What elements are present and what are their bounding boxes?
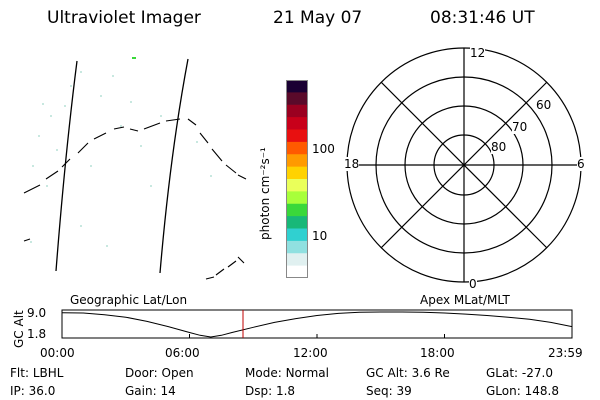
polar-plot <box>346 47 582 283</box>
orbit-ytick-bottom: 1.8 <box>27 327 47 341</box>
colorbar <box>286 80 308 278</box>
colorbar-tick-10: 10 <box>312 229 328 243</box>
orbit-xtick-1800: 18:00 <box>420 346 455 360</box>
geographic-label: Geographic Lat/Lon <box>70 293 188 307</box>
status-glon: GLon: 148.8 <box>486 384 559 398</box>
status-door: Door: Open <box>125 366 194 380</box>
status-glat: GLat: -27.0 <box>486 366 553 380</box>
orbit-xtick-0600: 06:00 <box>165 346 200 360</box>
status-mode: Mode: Normal <box>245 366 329 380</box>
orbit-altitude-line <box>61 311 573 338</box>
mlt-label-18: 18 <box>344 157 360 171</box>
mlt-label-6: 6 <box>577 157 585 171</box>
status-flt: Flt: LBHL <box>10 366 64 380</box>
mlat-label-80: 80 <box>491 140 507 154</box>
colorbar-band <box>286 253 308 267</box>
status-ip: IP: 36.0 <box>10 384 56 398</box>
status-gc-alt: GC Alt: 3.6 Re <box>366 366 450 380</box>
instrument-title: Ultraviolet Imager <box>47 8 201 28</box>
orbit-xtick-2359: 23:59 <box>548 346 583 360</box>
colorbar-band <box>286 265 308 278</box>
geographic-image-panel <box>23 57 247 280</box>
colorbar-band <box>286 216 308 230</box>
polar-diagonal <box>380 81 548 249</box>
coastline-fragments <box>23 238 245 280</box>
mlat-label-60: 60 <box>536 98 552 112</box>
status-gain: Gain: 14 <box>125 384 176 398</box>
colorbar-band <box>286 117 308 131</box>
colorbar-band <box>286 179 308 192</box>
polar-label: Apex MLat/MLT <box>420 293 510 307</box>
colorbar-band <box>286 104 308 118</box>
status-dsp: Dsp: 1.8 <box>245 384 296 398</box>
colorbar-band <box>286 203 308 217</box>
colorbar-band <box>286 228 308 242</box>
coastline <box>23 118 247 194</box>
status-seq: Seq: 39 <box>366 384 412 398</box>
colorbar-band <box>286 154 308 168</box>
colorbar-band <box>286 240 308 254</box>
colorbar-band <box>286 92 308 106</box>
colorbar-band <box>286 80 308 93</box>
orbit-frame <box>61 309 573 339</box>
orbit-xtick-0000: 00:00 <box>40 346 75 360</box>
colorbar-band <box>286 166 308 180</box>
orbit-ytick-top: 9.0 <box>27 306 47 320</box>
meridian-line <box>55 60 78 272</box>
colorbar-band <box>286 129 308 143</box>
mlt-label-0: 0 <box>469 277 477 291</box>
date-label: 21 May 07 <box>273 8 363 28</box>
colorbar-border <box>286 80 308 278</box>
image-speckles <box>30 71 212 247</box>
mlat-label-70: 70 <box>512 120 528 134</box>
colorbar-band <box>286 191 308 205</box>
mlt-label-12: 12 <box>470 46 486 60</box>
orbit-xtick-1200: 12:00 <box>293 346 328 360</box>
colorbar-band <box>286 141 308 155</box>
time-label: 08:31:46 UT <box>430 8 535 28</box>
image-bright-pixel <box>132 57 136 59</box>
meridian-line <box>159 58 189 274</box>
colorbar-tick-100: 100 <box>312 142 335 156</box>
